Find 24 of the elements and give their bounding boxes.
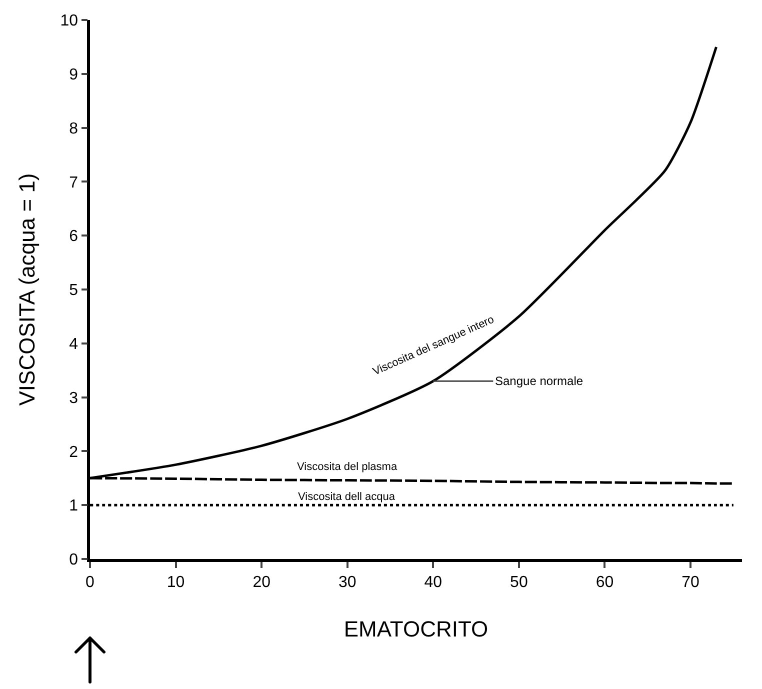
x-tick-label: 20 bbox=[252, 574, 271, 591]
x-tick-label: 0 bbox=[86, 574, 95, 591]
y-axis-title: VISCOSITA (acqua = 1) bbox=[14, 173, 40, 406]
series-label: Viscosita del plasma bbox=[297, 461, 398, 473]
y-tick-label: 2 bbox=[69, 444, 78, 461]
x-tick-label: 10 bbox=[166, 574, 185, 591]
x-axis-title: EMATOCRITO bbox=[344, 616, 488, 642]
y-tick-label: 1 bbox=[69, 498, 78, 515]
y-tick-label: 10 bbox=[60, 12, 78, 30]
y-tick-label: 0 bbox=[69, 552, 78, 569]
y-tick-label: 6 bbox=[69, 228, 78, 246]
y-tick-label: 9 bbox=[69, 66, 78, 84]
y-tick-label: 4 bbox=[69, 336, 78, 353]
y-tick-label: 8 bbox=[69, 120, 78, 138]
x-tick-label: 40 bbox=[424, 574, 442, 591]
x-tick-label: 70 bbox=[682, 574, 700, 591]
annotation: Sangue normale bbox=[495, 374, 584, 388]
x-tick-label: 60 bbox=[596, 574, 614, 591]
y-tick-label: 3 bbox=[69, 390, 78, 407]
series-label: Viscosita dell acqua bbox=[298, 491, 396, 503]
x-tick-label: 50 bbox=[510, 574, 528, 591]
y-tick-label: 5 bbox=[69, 282, 78, 300]
x-tick-label: 30 bbox=[338, 574, 356, 591]
y-tick-label: 7 bbox=[69, 174, 78, 192]
